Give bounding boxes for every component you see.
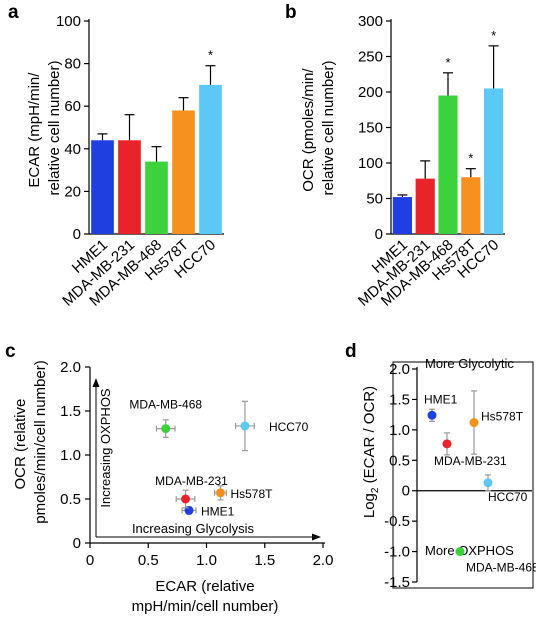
y-tick-label: 100 — [56, 13, 81, 30]
bar-hs578t — [461, 177, 481, 234]
panel-letter-b: b — [285, 2, 297, 23]
y-tick-label: 2.0 — [60, 359, 81, 376]
panel-letter-c: c — [5, 341, 16, 362]
significance-mark: * — [491, 28, 496, 43]
point-mda-mb-231 — [181, 494, 191, 504]
more-oxphos-label: More OXPHOS — [425, 543, 514, 558]
panel-a-ylabel-line1: ECAR (mpH/min/ — [26, 72, 43, 188]
y-tick-label: -0.5 — [384, 513, 410, 530]
y-tick-label: 300 — [358, 13, 383, 30]
panel-b-ylabel-line1: OCR (pmoles/min/ — [300, 68, 317, 192]
panel-d-ylabel-subscript: 2 — [370, 487, 381, 493]
y-tick-label: -1.0 — [384, 544, 410, 561]
panel-b-ylabel: OCR (pmoles/min/ relative cell number) — [300, 60, 337, 195]
y-tick-label: 0 — [73, 535, 81, 552]
y-tick-label: 1.5 — [60, 403, 81, 420]
bar-mda-mb-231 — [118, 140, 141, 234]
bar-hme1 — [91, 140, 114, 234]
x-tick-label: 0.5 — [138, 552, 159, 569]
point-label-mda-mb-468: MDA-MB-468 — [129, 398, 202, 412]
point-label-mda-mb-231: MDA-MB-231 — [155, 474, 228, 488]
point-hcc70 — [483, 478, 493, 488]
point-label-hcc70: HCC70 — [269, 420, 309, 434]
increasing-oxphos-label: Increasing OXPHOS — [98, 388, 113, 508]
point-label-hme1: HME1 — [201, 504, 235, 518]
x-tick-label: 1.5 — [254, 552, 275, 569]
bar-mda-mb-468 — [438, 95, 458, 234]
point-mda-mb-231 — [442, 439, 452, 449]
bar-hcc70 — [484, 88, 504, 234]
panel-d-ylabel-log: Log — [361, 493, 378, 518]
panel-c-ylabel-line2: pmoles/min/cell number) — [32, 360, 49, 523]
x-tick-label: 2.0 — [313, 552, 334, 569]
point-label-mda-mb-231: MDA-MB-231 — [434, 454, 507, 468]
point-hme1 — [427, 410, 437, 420]
panel-a-ylabel-line2: relative cell number) — [46, 60, 63, 195]
bar-mda-mb-468 — [145, 161, 168, 234]
panel-a-ylabel: ECAR (mpH/min/ relative cell number) — [26, 60, 63, 195]
panel-c-scatter-chart: 0 0.5 1.0 1.5 2.0 0 0.5 1.0 1.5 2.0 Increasing OXP… — [60, 359, 333, 569]
glycolysis-arrow-head — [312, 533, 321, 541]
point-label-hcc70: HCC70 — [488, 490, 528, 504]
panel-letter-d: d — [345, 341, 357, 362]
panel-d-scatter-chart: 2.0 1.5 1.0 0.5 0 -0.5 -1.0 -1.5 More Glycolytic… — [384, 356, 536, 591]
increasing-glycolysis-label: Increasing Glycolysis — [132, 521, 255, 536]
point-label-mda-mb-468: MDA-MB-468 — [466, 561, 536, 575]
y-tick-label: 0 — [73, 226, 81, 243]
x-tick-label: 1.0 — [196, 552, 217, 569]
significance-mark: * — [445, 55, 450, 70]
point-label-hme1: HME1 — [424, 392, 458, 406]
y-tick-label: 20 — [64, 183, 81, 200]
y-tick-label: 150 — [358, 120, 383, 137]
panel-d-frame — [392, 361, 534, 589]
point-label-hs578t: Hs578T — [481, 410, 524, 424]
y-tick-label: 0 — [375, 226, 383, 243]
panel-d-ylabel: Log2 (ECAR / OCR) — [361, 386, 381, 518]
y-tick-label: 100 — [358, 155, 383, 172]
bar-hcc70 — [199, 84, 222, 235]
y-tick-label: 1.0 — [389, 422, 410, 439]
panel-a-bar-chart: 020406080100HME1MDA-MB-231MDA-MB-468Hs57… — [56, 13, 224, 310]
panel-c-xlabel-line1: ECAR (relative — [155, 578, 254, 595]
point-hs578t — [215, 488, 225, 498]
y-tick-label: 60 — [64, 98, 81, 115]
panel-c-ylabel-line1: OCR (relative — [12, 399, 29, 490]
panel-letter-a: a — [8, 2, 19, 23]
y-tick-label: 250 — [358, 49, 383, 66]
y-tick-label: 50 — [366, 191, 383, 208]
y-tick-label: 40 — [64, 141, 81, 158]
y-tick-label: 0.5 — [389, 452, 410, 469]
point-mda-mb-468 — [455, 547, 465, 557]
y-tick-label: 1.0 — [60, 447, 81, 464]
panel-d-ylabel-rest: (ECAR / OCR) — [361, 386, 378, 488]
oxphos-arrow-head — [92, 378, 100, 387]
y-tick-label: 2.0 — [389, 361, 410, 378]
y-tick-label: 200 — [358, 84, 383, 101]
x-tick-label: 0 — [86, 552, 94, 569]
bar-mda-mb-231 — [415, 178, 435, 234]
panel-c-ylabel: OCR (relative pmoles/min/cell number) — [12, 360, 49, 523]
panel-c-xlabel-line2: mpH/min/cell number) — [132, 598, 279, 615]
point-hcc70 — [240, 421, 250, 431]
panel-b-ylabel-line2: relative cell number) — [320, 60, 337, 195]
y-tick-label: 0 — [402, 483, 410, 500]
y-tick-label: 80 — [64, 56, 81, 73]
y-tick-label: 0.5 — [60, 491, 81, 508]
point-mda-mb-468 — [161, 424, 171, 434]
point-label-hs578t: Hs578T — [230, 487, 273, 501]
panel-b-bar-chart: 050100150200250300HME1MDA-MB-231*MDA-MB-… — [355, 13, 505, 310]
bar-hs578t — [172, 110, 195, 234]
y-tick-label: 1.5 — [389, 391, 410, 408]
more-glycolytic-label: More Glycolytic — [425, 356, 514, 371]
significance-mark: * — [208, 48, 213, 63]
y-tick-label: -1.5 — [384, 574, 410, 591]
significance-mark: * — [468, 151, 473, 166]
bar-hme1 — [392, 197, 412, 234]
point-hs578t — [469, 418, 479, 428]
